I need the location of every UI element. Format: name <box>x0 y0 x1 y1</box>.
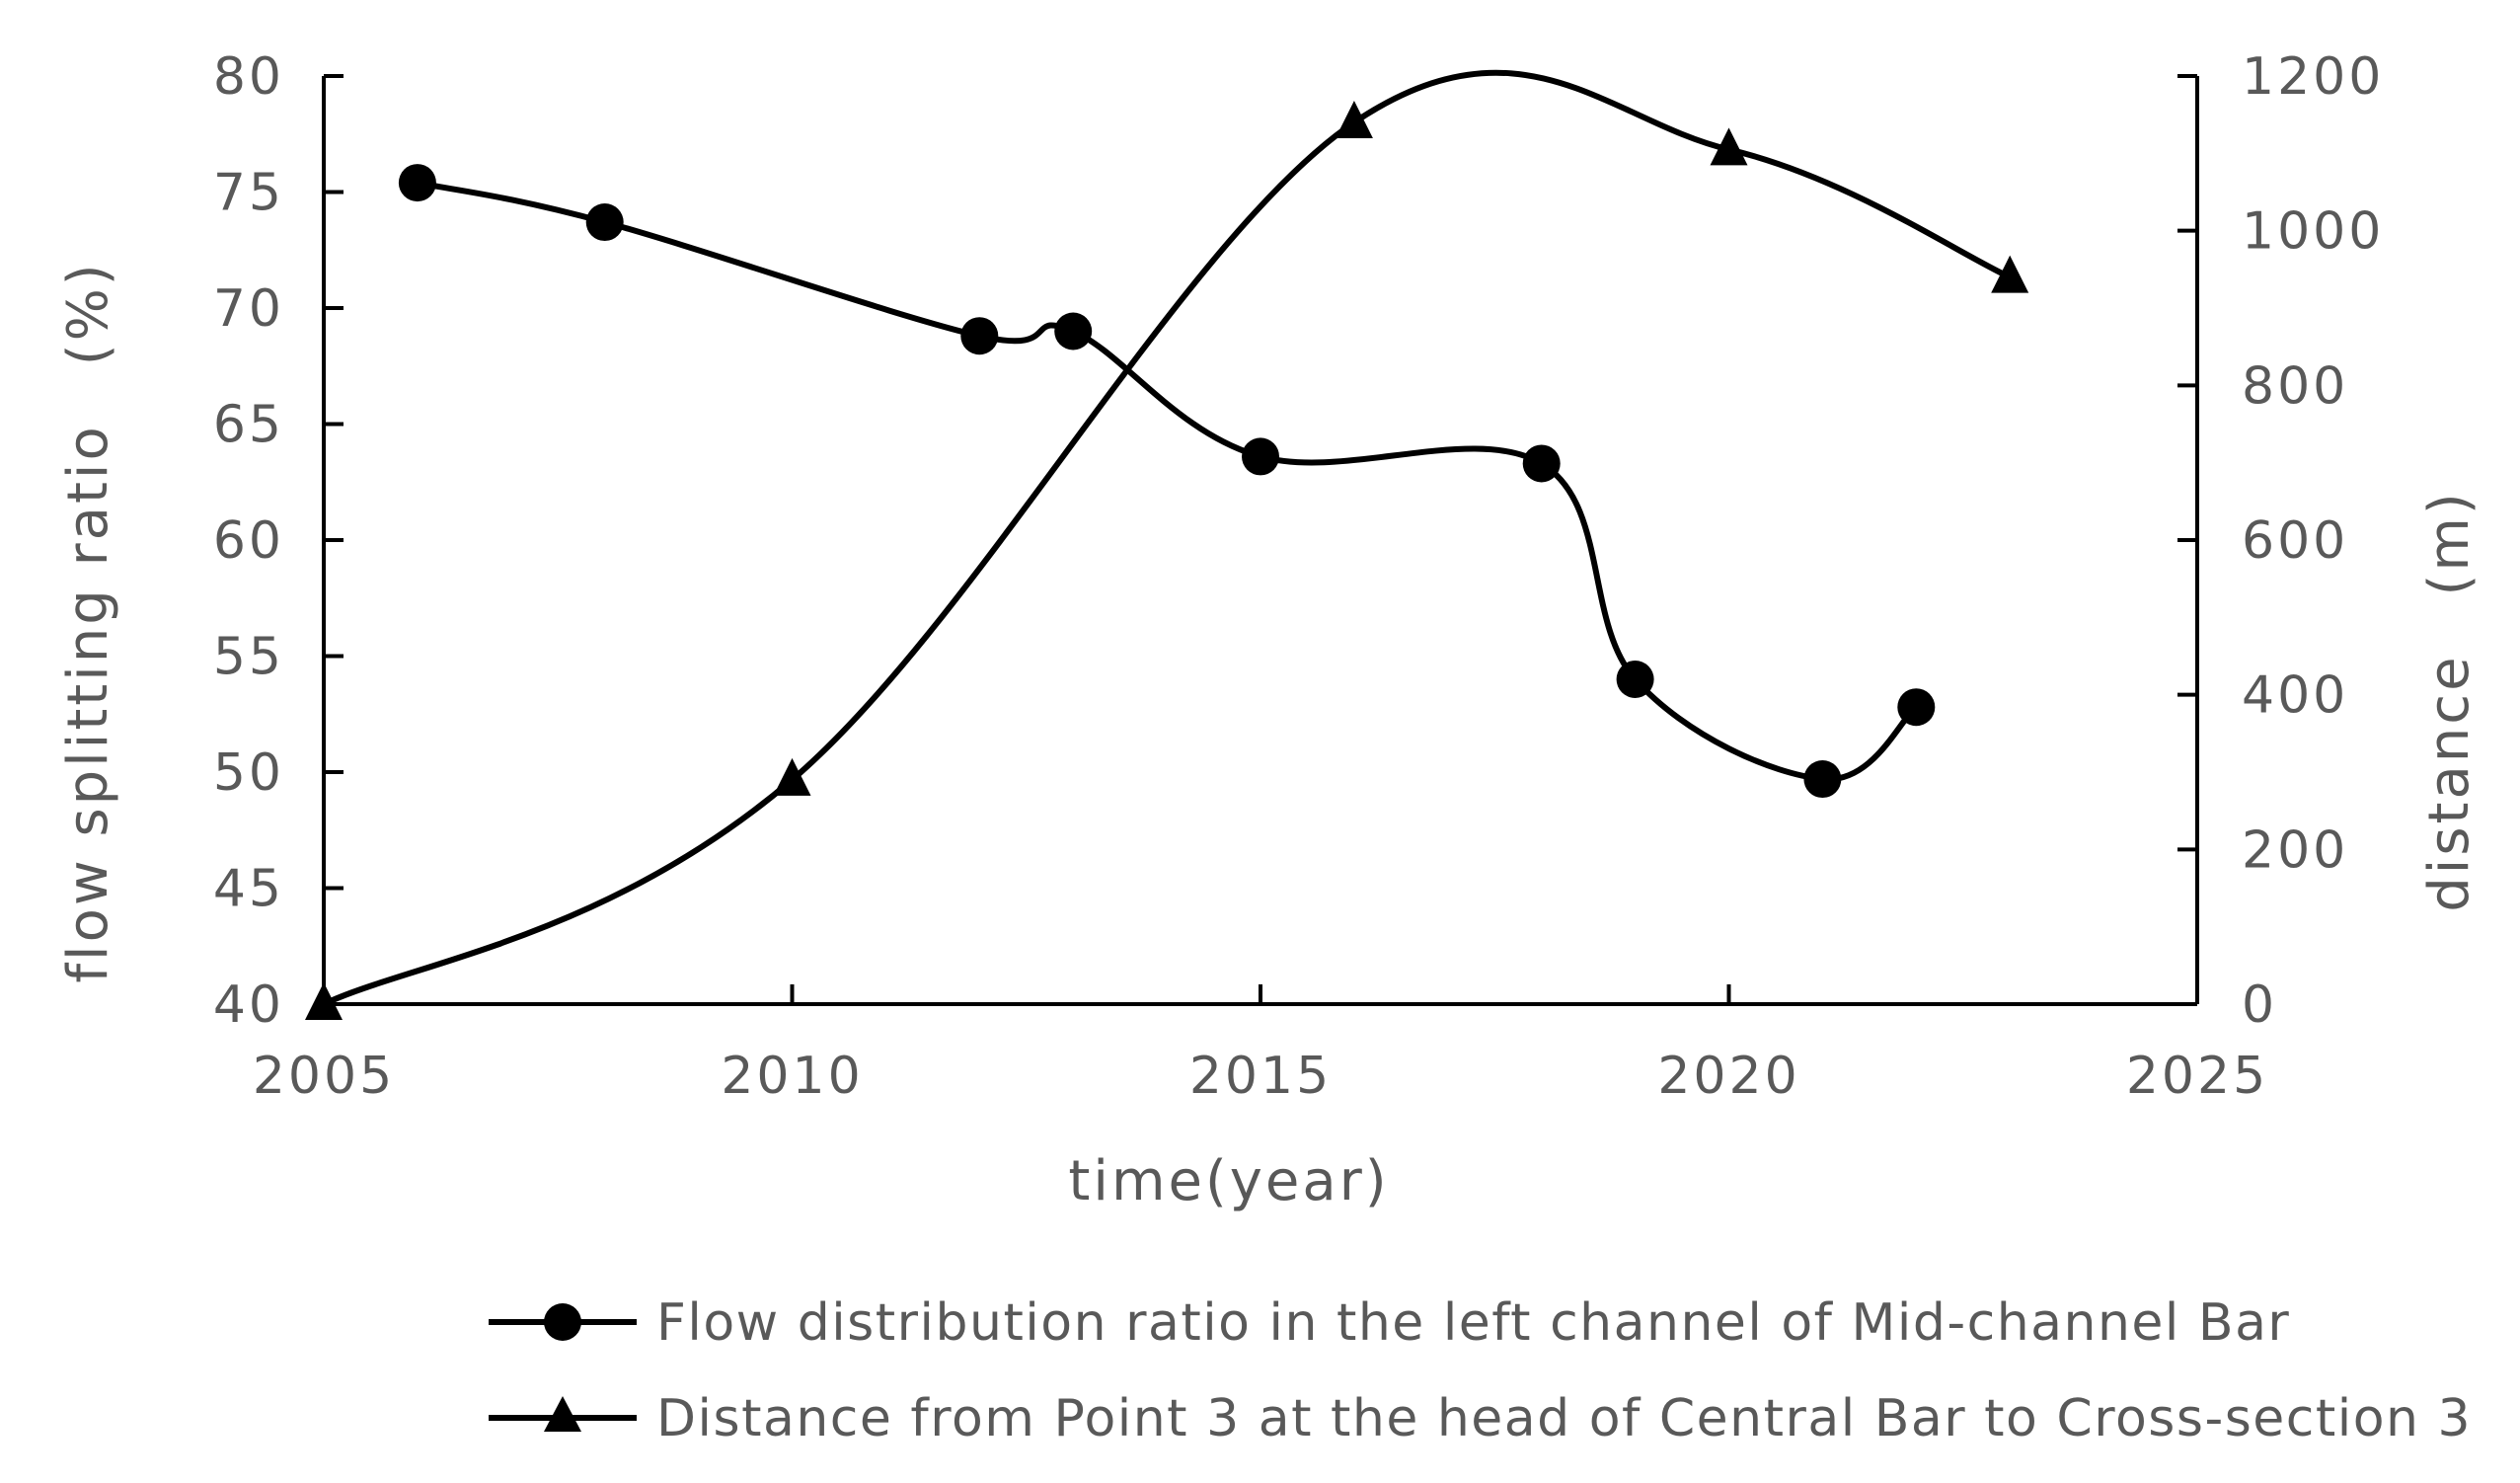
data-point-circle <box>1054 312 1093 351</box>
y-axis-left-title: flow splitting ratio (%) <box>56 261 120 982</box>
data-point-circle <box>1803 760 1842 799</box>
legend-item-flow-ratio: Flow distribution ratio in the left chan… <box>489 1293 2290 1353</box>
data-point-circle <box>1242 437 1279 476</box>
y-left-tick-label: 50 <box>213 743 284 803</box>
x-tick-label: 2025 <box>2126 1047 2268 1106</box>
legend-item-distance: Distance from Point 3 at the head of Cen… <box>489 1389 2472 1448</box>
data-point-circle <box>1616 661 1654 698</box>
x-tick-label: 2020 <box>1657 1047 1799 1106</box>
data-point-circle <box>398 164 436 202</box>
y-left-tick-label: 65 <box>213 396 284 455</box>
y-left-tick-label: 70 <box>213 279 284 339</box>
y-left-tick-label: 75 <box>213 164 284 223</box>
legend-marker-circle <box>544 1303 581 1341</box>
data-point-circle <box>1522 444 1561 483</box>
tick-group: 4045505560657075800200400600800100012002… <box>213 47 2384 1106</box>
x-axis-title: time(year) <box>1068 1149 1389 1213</box>
y-right-tick-label: 200 <box>2242 820 2348 880</box>
y-axis-right-title: distance (m) <box>2417 490 2482 912</box>
data-point-triangle <box>305 982 343 1020</box>
y-right-tick-label: 0 <box>2242 976 2277 1035</box>
y-left-tick-label: 60 <box>213 511 284 571</box>
y-right-tick-label: 1200 <box>2242 47 2384 107</box>
legend-marker-triangle <box>544 1396 581 1432</box>
data-point-circle <box>960 317 999 355</box>
y-right-tick-label: 600 <box>2242 511 2348 571</box>
y-left-tick-label: 40 <box>213 976 284 1035</box>
data-point-circle <box>1897 688 1936 727</box>
x-tick-label: 2010 <box>721 1047 863 1106</box>
data-point-circle <box>585 203 624 242</box>
legend-label-distance: Distance from Point 3 at the head of Cen… <box>656 1389 2472 1448</box>
y-right-tick-label: 800 <box>2242 356 2348 416</box>
data-point-triangle <box>773 757 811 796</box>
x-tick-label: 2015 <box>1189 1047 1332 1106</box>
x-tick-label: 2005 <box>253 1047 395 1106</box>
data-point-triangle <box>1335 101 1373 138</box>
series-line-circle <box>417 180 1919 783</box>
y-right-tick-label: 400 <box>2242 666 2348 726</box>
y-right-tick-label: 1000 <box>2242 202 2384 262</box>
data-point-triangle <box>1710 127 1748 166</box>
data-point-triangle <box>1991 255 2029 293</box>
y-left-tick-label: 80 <box>213 47 284 107</box>
legend-label-flow-ratio: Flow distribution ratio in the left chan… <box>656 1293 2290 1353</box>
series-line-triangle <box>322 69 2012 1007</box>
legend: Flow distribution ratio in the left chan… <box>489 1293 2472 1448</box>
y-left-tick-label: 45 <box>213 860 284 919</box>
y-left-tick-label: 55 <box>213 628 284 687</box>
series-group <box>305 69 2029 1020</box>
